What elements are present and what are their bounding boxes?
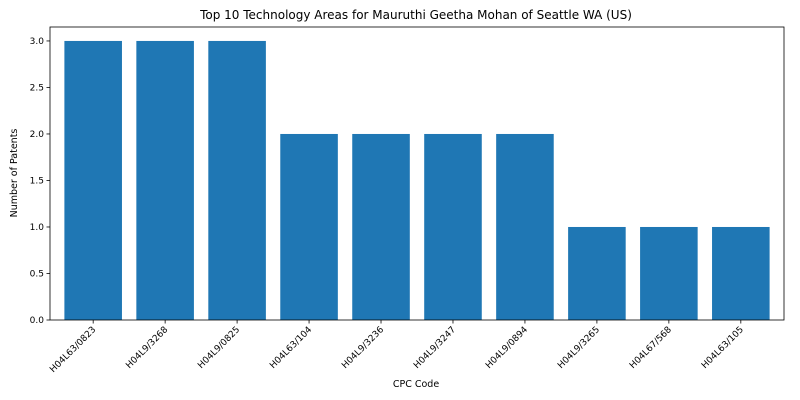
bar-3: [208, 41, 266, 320]
x-tick-label: H04L9/3265: [556, 325, 602, 371]
x-tick-label: H04L63/0823: [48, 325, 98, 375]
bar-5: [352, 134, 410, 320]
x-tick-label: H04L9/3247: [412, 325, 458, 371]
bar-9: [640, 227, 698, 320]
x-tick-label: H04L9/0894: [484, 325, 530, 371]
bar-4: [280, 134, 338, 320]
y-tick-label: 1.0: [30, 223, 45, 233]
x-tick-label: H04L9/0825: [196, 325, 242, 371]
x-axis-label: CPC Code: [393, 379, 439, 390]
bar-1: [64, 41, 122, 320]
y-tick-label: 2.0: [30, 130, 45, 140]
x-tick-label: H04L63/105: [700, 325, 746, 371]
y-tick-label: 2.5: [30, 84, 44, 94]
y-axis: 0.0 0.5 1.0 1.5 2.0 2.5 3.0: [30, 37, 50, 326]
y-tick-label: 0.5: [30, 270, 44, 280]
x-tick-label: H04L63/104: [268, 325, 314, 371]
bar-6: [424, 134, 482, 320]
chart-title: Top 10 Technology Areas for Mauruthi Gee…: [199, 8, 632, 22]
x-axis: H04L63/0823 H04L9/3268 H04L9/0825 H04L63/10…: [48, 320, 746, 375]
bar-2: [136, 41, 194, 320]
x-tick-label: H04L9/3268: [124, 325, 170, 371]
bars-group: [64, 41, 769, 320]
y-tick-label: 3.0: [30, 37, 45, 47]
x-tick-label: H04L67/568: [628, 325, 674, 371]
y-tick-label: 0.0: [30, 316, 45, 326]
x-tick-label: H04L9/3236: [340, 325, 386, 371]
bar-7: [496, 134, 554, 320]
bar-10: [712, 227, 770, 320]
y-axis-label: Number of Patents: [9, 129, 20, 218]
bar-8: [568, 227, 626, 320]
y-tick-label: 1.5: [30, 177, 44, 187]
